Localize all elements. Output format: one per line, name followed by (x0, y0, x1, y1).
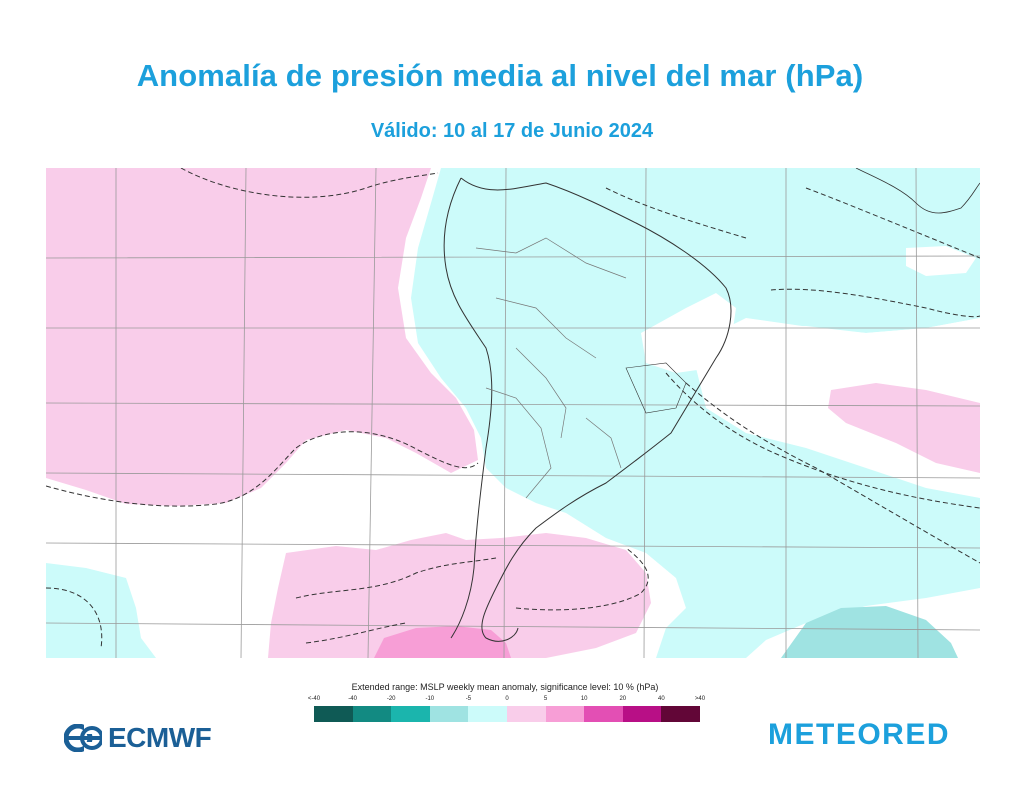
significance-contours (46, 168, 980, 649)
coastlines (443, 177, 732, 642)
legend-swatch (661, 706, 700, 722)
legend-tick: -5 (465, 696, 472, 702)
legend-swatch (314, 706, 353, 722)
anomaly-map (46, 168, 980, 658)
map-title: Anomalía de presión media al nivel del m… (136, 58, 864, 93)
legend-swatch (429, 706, 469, 722)
legend-tick: 10 (580, 696, 588, 702)
legend-tick: 5 (543, 696, 548, 702)
legend-tick: >40 (694, 696, 706, 702)
legend-swatch (506, 706, 546, 722)
ecmwf-wordmark: ECMWF (108, 722, 212, 753)
atlantic-neutral (746, 318, 980, 418)
legend-swatch (622, 706, 662, 722)
legend-colorbar (314, 706, 700, 722)
ecmwf-icon (64, 724, 102, 752)
southeast-strong-negative (781, 606, 958, 658)
legend-tick: -20 (386, 696, 396, 702)
caribbean-coastline (855, 168, 980, 214)
legend-tick: -40 (348, 696, 357, 702)
south-strong-positive (374, 626, 511, 658)
legend-swatch (468, 706, 507, 722)
legend-caption: Extended range: MSLP weekly mean anomaly… (351, 682, 659, 692)
southwest-negative (46, 563, 156, 658)
legend-tick: <-40 (307, 696, 321, 702)
country-borders (475, 237, 627, 499)
northeast-neutral (641, 293, 736, 373)
legend-tick: 40 (658, 696, 665, 702)
legend-swatch (584, 706, 623, 722)
map-grid (46, 168, 980, 658)
continent-negative-anomaly (411, 168, 980, 658)
northeast-atlantic-neutral (906, 246, 976, 276)
map-subtitle: Válido: 10 al 17 de Junio 2024 (370, 120, 654, 142)
legend-tick: 20 (619, 696, 627, 702)
legend-tick: -10 (425, 696, 435, 702)
meteored-logo: METEORED (768, 718, 951, 751)
legend-swatch (391, 706, 430, 722)
legend-swatch (545, 706, 585, 722)
legend-tick: 0 (505, 696, 509, 702)
ecmwf-logo: ECMWF (64, 720, 212, 756)
pacific-pink-region (46, 168, 478, 506)
legend-swatch (352, 706, 392, 722)
legend-ticks: <-40 -40 -20 -10 -5 0 5 10 20 40 >40 (308, 696, 705, 706)
